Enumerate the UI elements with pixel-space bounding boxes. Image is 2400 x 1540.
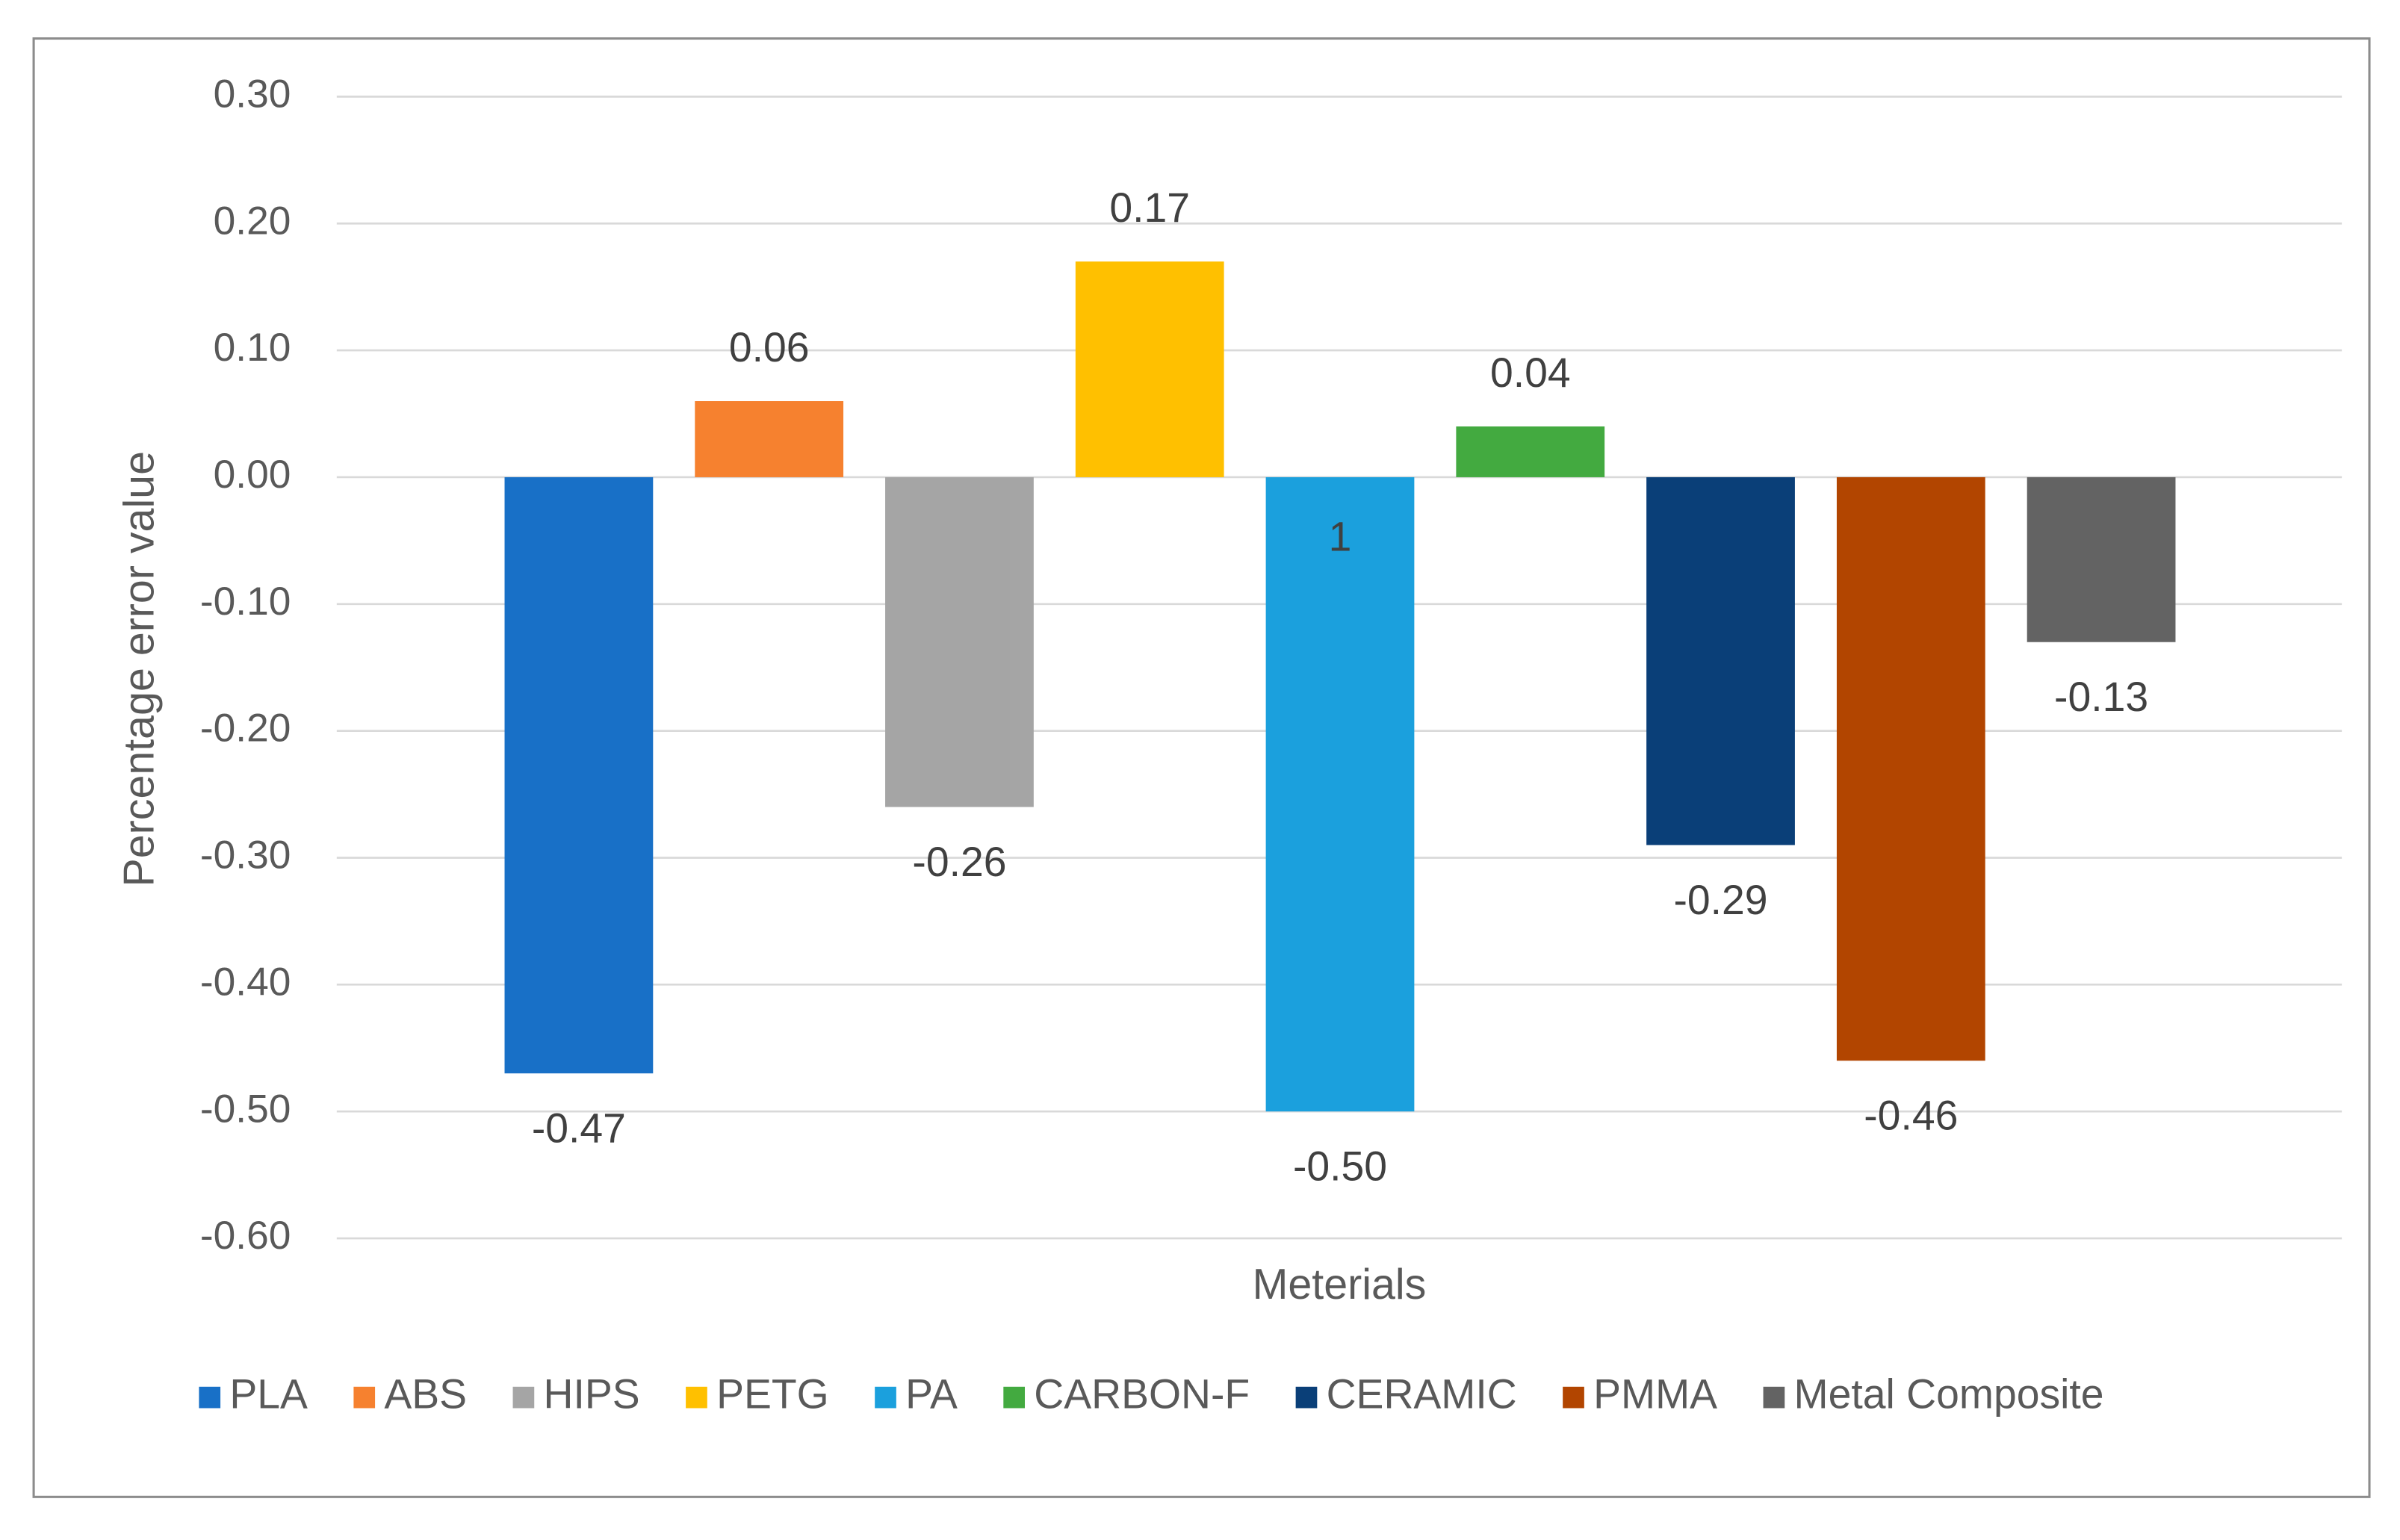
legend-label: PLA — [229, 1371, 308, 1418]
bar — [2027, 476, 2176, 642]
legend-label: CARBON-F — [1034, 1371, 1250, 1418]
value-label: 0.06 — [729, 324, 810, 370]
value-label: -0.29 — [1673, 877, 1767, 923]
y-tick-label: -0.10 — [200, 580, 291, 624]
bar — [1075, 261, 1224, 477]
legend-label: CERAMIC — [1327, 1371, 1517, 1418]
legend-swatch — [686, 1386, 707, 1409]
legend-label: HIPS — [544, 1371, 640, 1418]
y-tick-label: -0.60 — [200, 1214, 291, 1258]
value-label: 0.04 — [1490, 350, 1571, 396]
y-tick-label: -0.40 — [200, 960, 291, 1004]
legend-label: Metal Composite — [1794, 1371, 2104, 1418]
y-tick-label: 0.00 — [214, 453, 291, 497]
bar — [1456, 426, 1605, 477]
legend-label: PETG — [716, 1371, 829, 1418]
legend-label: PA — [905, 1371, 958, 1418]
bar — [695, 401, 844, 477]
value-label: -0.26 — [912, 839, 1006, 885]
bar — [1836, 476, 1985, 1061]
x-axis-title: Meterials — [1253, 1261, 1427, 1308]
value-label: -0.13 — [2054, 674, 2148, 720]
legend-swatch — [1295, 1386, 1318, 1409]
bar — [1646, 476, 1795, 845]
y-tick-label: 0.30 — [214, 72, 291, 116]
annotation: 1 — [1329, 514, 1352, 560]
bar — [504, 476, 654, 1074]
legend-swatch — [512, 1386, 535, 1409]
legend-label: PMMA — [1593, 1371, 1717, 1418]
legend-swatch — [353, 1386, 376, 1409]
value-label: -0.46 — [1864, 1093, 1958, 1139]
value-label: -0.50 — [1293, 1143, 1387, 1190]
bar — [1265, 476, 1415, 1112]
y-tick-label: -0.50 — [200, 1087, 291, 1131]
y-axis-title: Percentage error value — [116, 451, 164, 887]
bar — [885, 476, 1034, 807]
y-tick-label: 0.10 — [214, 326, 291, 370]
chart-frame — [32, 37, 2371, 1498]
y-tick-label: -0.30 — [200, 833, 291, 878]
legend-swatch — [1003, 1386, 1026, 1409]
legend-swatch — [1563, 1386, 1584, 1409]
value-label: -0.47 — [532, 1105, 626, 1152]
legend-swatch — [875, 1386, 896, 1409]
y-tick-label: 0.20 — [214, 199, 291, 243]
y-tick-label: -0.20 — [200, 707, 291, 751]
legend-label: ABS — [384, 1371, 467, 1418]
legend-swatch — [1763, 1386, 1785, 1409]
value-label: 0.17 — [1109, 184, 1190, 231]
legend-swatch — [199, 1386, 221, 1409]
